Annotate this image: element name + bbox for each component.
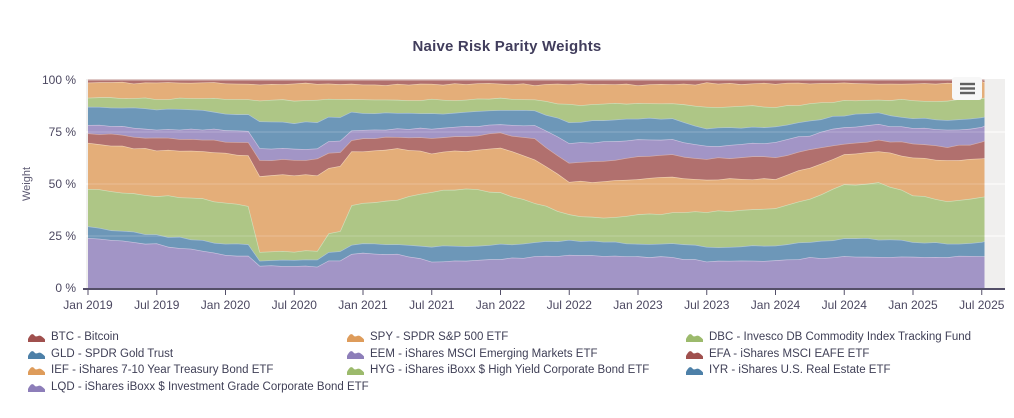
x-axis-label: Jul 2020 [272, 298, 318, 312]
area-series-EFA[interactable] [88, 132, 985, 183]
chart-legend: BTC - Bitcoin SPY - SPDR S&P 500 ETF DBC -… [28, 329, 1003, 395]
legend-item-HYG[interactable]: HYG - iShares iBoxx $ High Yield Corpora… [347, 362, 686, 379]
area-series-icon [686, 334, 703, 343]
x-axis-label: Jan 2024 [751, 298, 801, 312]
y-axis-label: 100 % [42, 73, 76, 87]
x-axis-label: Jan 2021 [338, 298, 388, 312]
legend-item-label: EFA - iShares MSCI EAFE ETF [709, 347, 870, 360]
area-series-EEM[interactable] [88, 124, 985, 163]
weights-stacked-area-chart: Jan 2019 Jul 2019 Jan 2020 Jul 2020 Jan 2021… [21, 73, 1005, 312]
area-series-icon [686, 367, 703, 376]
x-axis-label: Jul 2019 [134, 298, 180, 312]
legend-item-label: EEM - iShares MSCI Emerging Markets ETF [370, 347, 598, 360]
area-series-LQD[interactable] [88, 238, 985, 288]
x-axis-label: Jan 2023 [613, 298, 663, 312]
area-series-icon [28, 350, 45, 359]
legend-item-label: DBC - Invesco DB Commodity Index Trackin… [709, 331, 972, 344]
x-axis-label: Jul 2024 [822, 298, 868, 312]
x-axis-label: Jan 2025 [888, 298, 938, 312]
y-axis-label: 75 % [49, 125, 77, 139]
chart-export-menu-button[interactable] [952, 77, 982, 100]
legend-item-label: IEF - iShares 7-10 Year Treasury Bond ET… [51, 364, 274, 377]
legend-item-label: SPY - SPDR S&P 500 ETF [370, 331, 509, 344]
legend-item-IEF[interactable]: IEF - iShares 7-10 Year Treasury Bond ET… [28, 362, 347, 379]
hamburger-menu-icon [959, 82, 975, 95]
area-series-icon [28, 367, 45, 376]
legend-item-EEM[interactable]: EEM - iShares MSCI Emerging Markets ETF [347, 346, 686, 363]
area-series-icon [347, 367, 364, 376]
x-axis-label: Jul 2022 [547, 298, 593, 312]
x-axis-label: Jul 2021 [409, 298, 455, 312]
legend-item-label: IYR - iShares U.S. Real Estate ETF [709, 364, 891, 377]
area-series-IEF[interactable] [88, 142, 985, 252]
x-axis-label: Jan 2022 [476, 298, 526, 312]
y-axis-label: 0 % [55, 281, 76, 295]
area-series-GLD[interactable] [88, 106, 985, 150]
area-series-icon [347, 334, 364, 343]
y-axis-title: Weight [21, 167, 33, 201]
legend-item-label: HYG - iShares iBoxx $ High Yield Corpora… [370, 364, 650, 377]
x-axis-label: Jul 2023 [684, 298, 730, 312]
area-series-icon [347, 350, 364, 359]
x-axis-label: Jul 2025 [959, 298, 1005, 312]
legend-item-IYR[interactable]: IYR - iShares U.S. Real Estate ETF [686, 362, 1003, 379]
y-axis-label: 50 % [49, 177, 77, 191]
legend-item-EFA[interactable]: EFA - iShares MSCI EAFE ETF [686, 346, 1003, 363]
legend-item-GLD[interactable]: GLD - SPDR Gold Trust [28, 346, 347, 363]
area-series-icon [686, 350, 703, 359]
area-series-icon [28, 383, 45, 392]
legend-item-BTC[interactable]: BTC - Bitcoin [28, 329, 347, 346]
legend-item-DBC[interactable]: DBC - Invesco DB Commodity Index Trackin… [686, 329, 1003, 346]
area-series-SPY[interactable] [88, 81, 985, 108]
area-series-BTC[interactable] [88, 80, 985, 86]
area-series-icon [28, 334, 45, 343]
area-series-HYG[interactable] [88, 182, 985, 261]
legend-item-label: BTC - Bitcoin [51, 331, 119, 344]
x-axis-label: Jan 2020 [201, 298, 251, 312]
y-axis-label: 25 % [49, 229, 77, 243]
legend-item-label: GLD - SPDR Gold Trust [51, 347, 174, 360]
area-series-IYR[interactable] [88, 226, 985, 267]
x-axis-label: Jan 2019 [63, 298, 113, 312]
chart-title: Naive Risk Parity Weights [412, 38, 602, 55]
legend-item-LQD[interactable]: LQD - iShares iBoxx $ Investment Grade C… [28, 379, 369, 396]
legend-item-SPY[interactable]: SPY - SPDR S&P 500 ETF [347, 329, 686, 346]
legend-item-label: LQD - iShares iBoxx $ Investment Grade C… [51, 380, 369, 393]
area-series-DBC[interactable] [88, 97, 985, 129]
